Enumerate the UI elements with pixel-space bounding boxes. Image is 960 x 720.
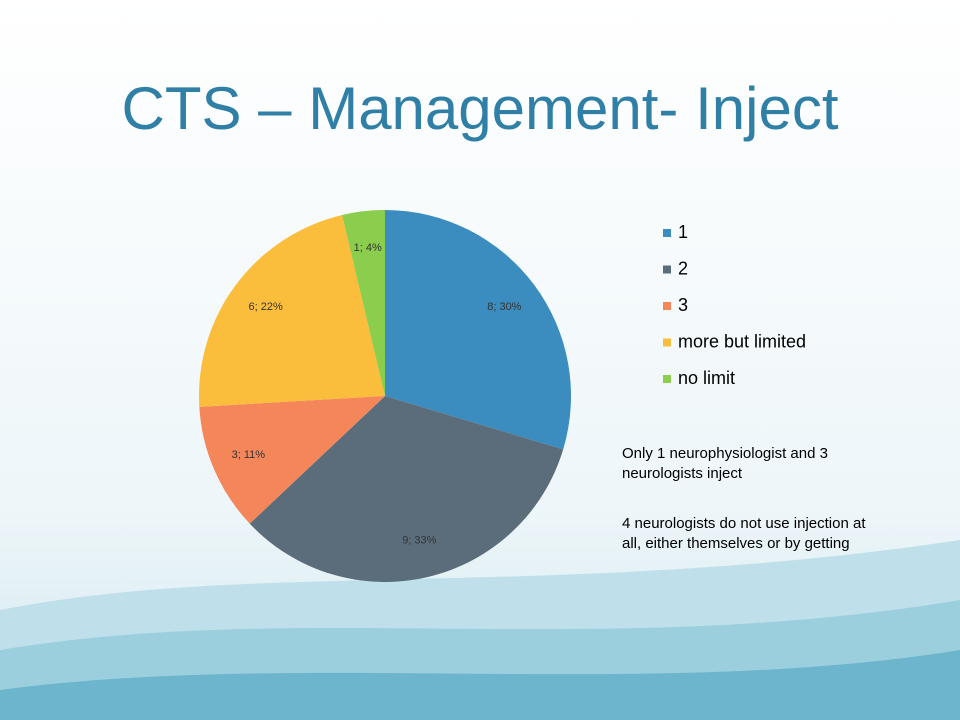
legend-label: 1	[678, 222, 688, 242]
legend-label: 2	[678, 258, 688, 278]
data-label: 3; 11%	[232, 449, 266, 461]
legend-swatch	[663, 229, 671, 237]
legend: 1 2 3 more but limited no limit	[663, 222, 806, 388]
pie-slice	[342, 210, 385, 396]
pie: 8; 30% 9; 33% 3; 11% 6; 22% 1; 4%	[199, 210, 571, 582]
pie-slice	[199, 215, 385, 407]
legend-swatch	[663, 338, 671, 347]
note: 4 neurologists do not use injection at a…	[622, 515, 866, 552]
data-label: 9; 33%	[402, 535, 436, 547]
legend-swatch	[663, 302, 671, 310]
legend-label: more but limited	[678, 331, 806, 351]
data-label: 1; 4%	[354, 242, 382, 254]
background-wave	[0, 650, 960, 720]
legend-label: 3	[678, 295, 688, 315]
data-label: 6; 22%	[249, 301, 283, 313]
pie-slice	[249, 396, 564, 582]
data-label: 8; 30%	[487, 301, 521, 313]
legend-swatch	[663, 265, 671, 274]
note: Only 1 neurophysiologist and 3 neurologi…	[622, 445, 828, 482]
legend-label: no limit	[678, 368, 735, 388]
pie-slice	[199, 396, 385, 524]
pie-slice	[385, 210, 571, 450]
slide-title: CTS – Management- Inject	[122, 75, 839, 142]
legend-swatch	[663, 375, 671, 383]
